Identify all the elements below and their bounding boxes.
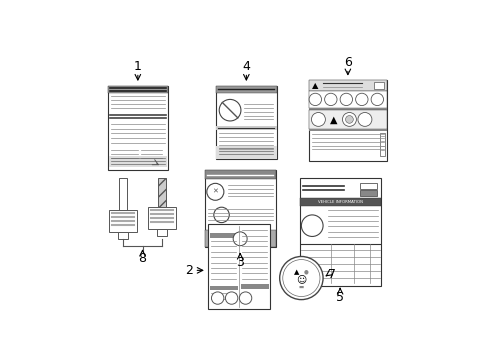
Bar <box>216 86 276 93</box>
Text: ▬: ▬ <box>298 285 304 290</box>
Bar <box>109 210 137 232</box>
Bar <box>204 230 275 247</box>
Circle shape <box>301 215 323 237</box>
Circle shape <box>233 232 246 246</box>
Text: 5: 5 <box>335 291 344 304</box>
Circle shape <box>239 292 251 304</box>
Bar <box>359 190 376 197</box>
Bar <box>216 86 276 159</box>
Circle shape <box>311 112 325 126</box>
Bar <box>118 232 127 239</box>
Text: ▲: ▲ <box>311 81 318 90</box>
Circle shape <box>219 99 241 121</box>
Circle shape <box>282 260 319 297</box>
Circle shape <box>345 116 352 123</box>
Bar <box>216 126 276 130</box>
Bar <box>204 170 275 247</box>
Bar <box>119 178 127 210</box>
Circle shape <box>213 207 229 222</box>
Text: 1: 1 <box>134 60 142 73</box>
Text: 4: 4 <box>242 60 250 73</box>
Bar <box>241 284 268 289</box>
Text: ▲: ▲ <box>293 269 299 275</box>
Text: VEHICLE INFORMATION: VEHICLE INFORMATION <box>317 200 362 204</box>
Text: ▲: ▲ <box>329 114 337 125</box>
Bar <box>216 145 276 159</box>
Bar <box>308 80 386 161</box>
Circle shape <box>308 93 321 105</box>
Bar <box>109 156 166 167</box>
Bar <box>359 183 376 189</box>
Text: 6: 6 <box>343 56 351 69</box>
Text: 2: 2 <box>184 264 193 277</box>
Circle shape <box>211 292 224 304</box>
Bar <box>299 178 381 286</box>
Circle shape <box>342 112 356 126</box>
Bar <box>308 91 386 108</box>
Circle shape <box>357 112 371 126</box>
Bar <box>308 80 386 91</box>
Text: ●: ● <box>303 269 308 274</box>
Text: ✕: ✕ <box>212 189 218 195</box>
Bar <box>107 86 168 170</box>
Bar <box>299 198 381 206</box>
Circle shape <box>279 256 323 300</box>
Bar <box>208 224 270 309</box>
Circle shape <box>340 93 352 105</box>
Bar <box>308 108 386 110</box>
Circle shape <box>324 93 336 105</box>
Bar <box>107 86 168 93</box>
Bar <box>157 229 166 236</box>
Circle shape <box>225 292 237 304</box>
Text: 3: 3 <box>236 256 244 269</box>
Text: 7: 7 <box>328 268 336 281</box>
Bar <box>148 207 176 229</box>
Circle shape <box>355 93 367 105</box>
Bar <box>158 178 165 207</box>
Bar <box>209 233 237 238</box>
Bar <box>380 132 384 156</box>
Circle shape <box>206 183 224 200</box>
Bar <box>308 110 386 129</box>
Bar <box>204 170 275 179</box>
Circle shape <box>370 93 383 105</box>
Bar <box>373 82 383 89</box>
Bar <box>209 286 237 291</box>
Bar <box>110 113 165 120</box>
Text: ☺: ☺ <box>296 275 306 285</box>
Text: 8: 8 <box>138 252 146 265</box>
Bar <box>308 129 386 131</box>
